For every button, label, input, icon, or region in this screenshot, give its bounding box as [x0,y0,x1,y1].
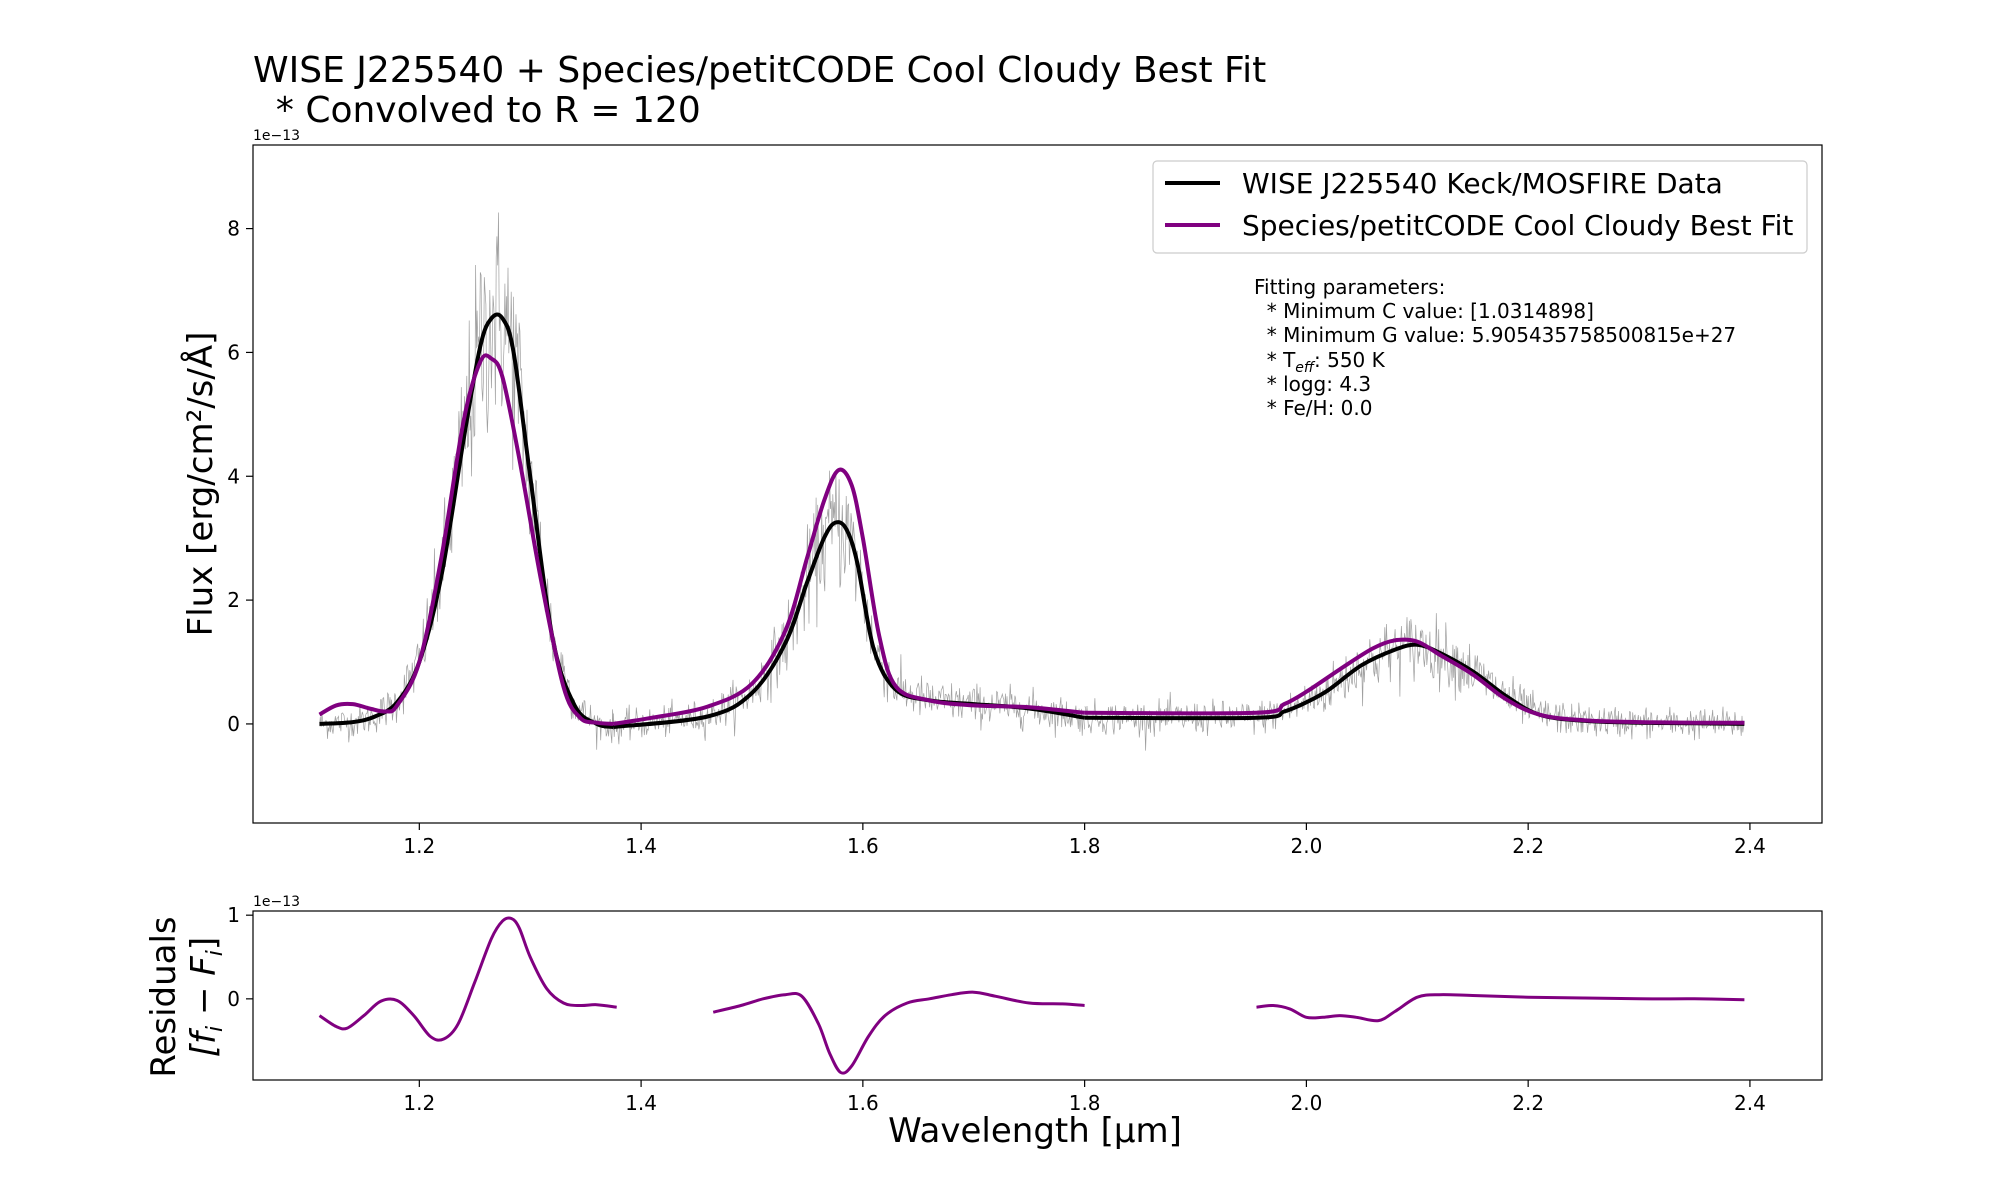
residual-series-line [1256,993,1745,1023]
residuals-y-axis-label-line1: Residuals [144,916,184,1077]
main-y-ticks: 0 2 4 6 8 [227,217,253,736]
main-noise-traces [319,212,1745,751]
main-axes-frame [252,144,1823,824]
res-label-open: [f [184,1027,224,1057]
param-teff-value: : 550 K [1314,348,1386,372]
x-tick-label: 2.4 [1734,1091,1766,1115]
x-tick-label: 2.2 [1512,834,1544,858]
model-series-line [613,467,1085,726]
x-tick-label: 2.2 [1512,1091,1544,1115]
legend-box [1152,160,1808,254]
main-plot: 1.2 1.4 1.6 1.8 2.0 2.2 2.4 0 2 4 6 8 1e−13 Flux [… [180,128,1823,858]
residuals-y-axis-label-line2: [fi − Fi] [184,937,228,1057]
main-series [318,312,1745,729]
residuals-axes-frame [252,910,1823,1081]
x-tick-label: 2.0 [1290,834,1322,858]
res-label-sub2: i [203,950,228,956]
res-label-close: ] [184,937,224,950]
legend: WISE J225540 Keck/MOSFIRE Data Species/p… [1152,160,1808,254]
y-tick-label: 8 [227,217,240,241]
res-label-sub1: i [203,1026,228,1032]
main-y-axis-label: Flux [erg/cm²/s/Å] [180,332,221,637]
residual-series-line [712,990,1085,1075]
param-line-5: * Fe/H: 0.0 [1254,396,1372,420]
param-line-3: * Teff: 550 K [1254,348,1386,376]
residuals-offset-text: 1e−13 [253,894,300,910]
param-teff-prefix: * T [1254,348,1296,372]
model-series-line [318,353,614,726]
chart-title: WISE J225540 + Species/petitCODE Cool Cl… [253,50,1266,91]
x-tick-label: 1.2 [403,1091,435,1115]
param-line-2: * Minimum G value: 5.905435758500815e+27 [1254,323,1736,347]
y-tick-label: 4 [227,464,240,488]
data-noise-trace [613,470,1085,745]
residuals-y-ticks: 01 [227,903,253,1011]
x-tick-label: 2.4 [1734,834,1766,858]
main-offset-text: 1e−13 [253,128,300,144]
data-noise-trace [319,212,614,750]
x-tick-label: 1.8 [1069,1091,1101,1115]
legend-label-data: WISE J225540 Keck/MOSFIRE Data [1242,167,1723,200]
chart-subtitle: * Convolved to R = 120 [253,90,701,131]
model-series-line [1084,637,1745,725]
x-tick-label: 1.2 [403,834,435,858]
param-line-0: Fitting parameters: [1254,275,1445,299]
x-tick-label: 1.4 [625,834,657,858]
x-tick-label: 1.6 [847,1091,879,1115]
residual-series [318,916,1745,1075]
x-axis-label: Wavelength [μm] [888,1111,1182,1151]
residual-series-line [318,916,617,1042]
x-tick-label: 1.4 [625,1091,657,1115]
legend-label-model: Species/petitCODE Cool Cloudy Best Fit [1242,209,1793,242]
y-tick-label: 2 [227,588,240,612]
y-tick-label: 6 [227,340,240,364]
y-tick-label: 0 [227,712,240,736]
x-tick-label: 2.0 [1290,1091,1322,1115]
param-line-1: * Minimum C value: [1.0314898] [1254,299,1594,323]
main-x-ticks: 1.2 1.4 1.6 1.8 2.0 2.2 2.4 [403,823,1766,858]
fitting-parameters-annotation: Fitting parameters: * Minimum C value: [… [1254,275,1736,420]
data-noise-trace [1084,613,1745,751]
residuals-x-ticks: 1.2 1.4 1.6 1.8 2.0 2.2 2.4 [403,1080,1766,1115]
res-label-mid: − F [184,956,224,1026]
y-tick-label: 0 [227,987,240,1011]
param-line-4: * logg: 4.3 [1254,372,1371,396]
x-tick-label: 1.8 [1069,834,1101,858]
residuals-plot: 1.2 1.4 1.6 1.8 2.0 2.2 2.4 01 1e−13 Residuals… [144,894,1823,1151]
x-tick-label: 1.6 [847,834,879,858]
y-tick-label: 1 [227,903,240,927]
param-teff-sub: eff [1295,360,1316,376]
